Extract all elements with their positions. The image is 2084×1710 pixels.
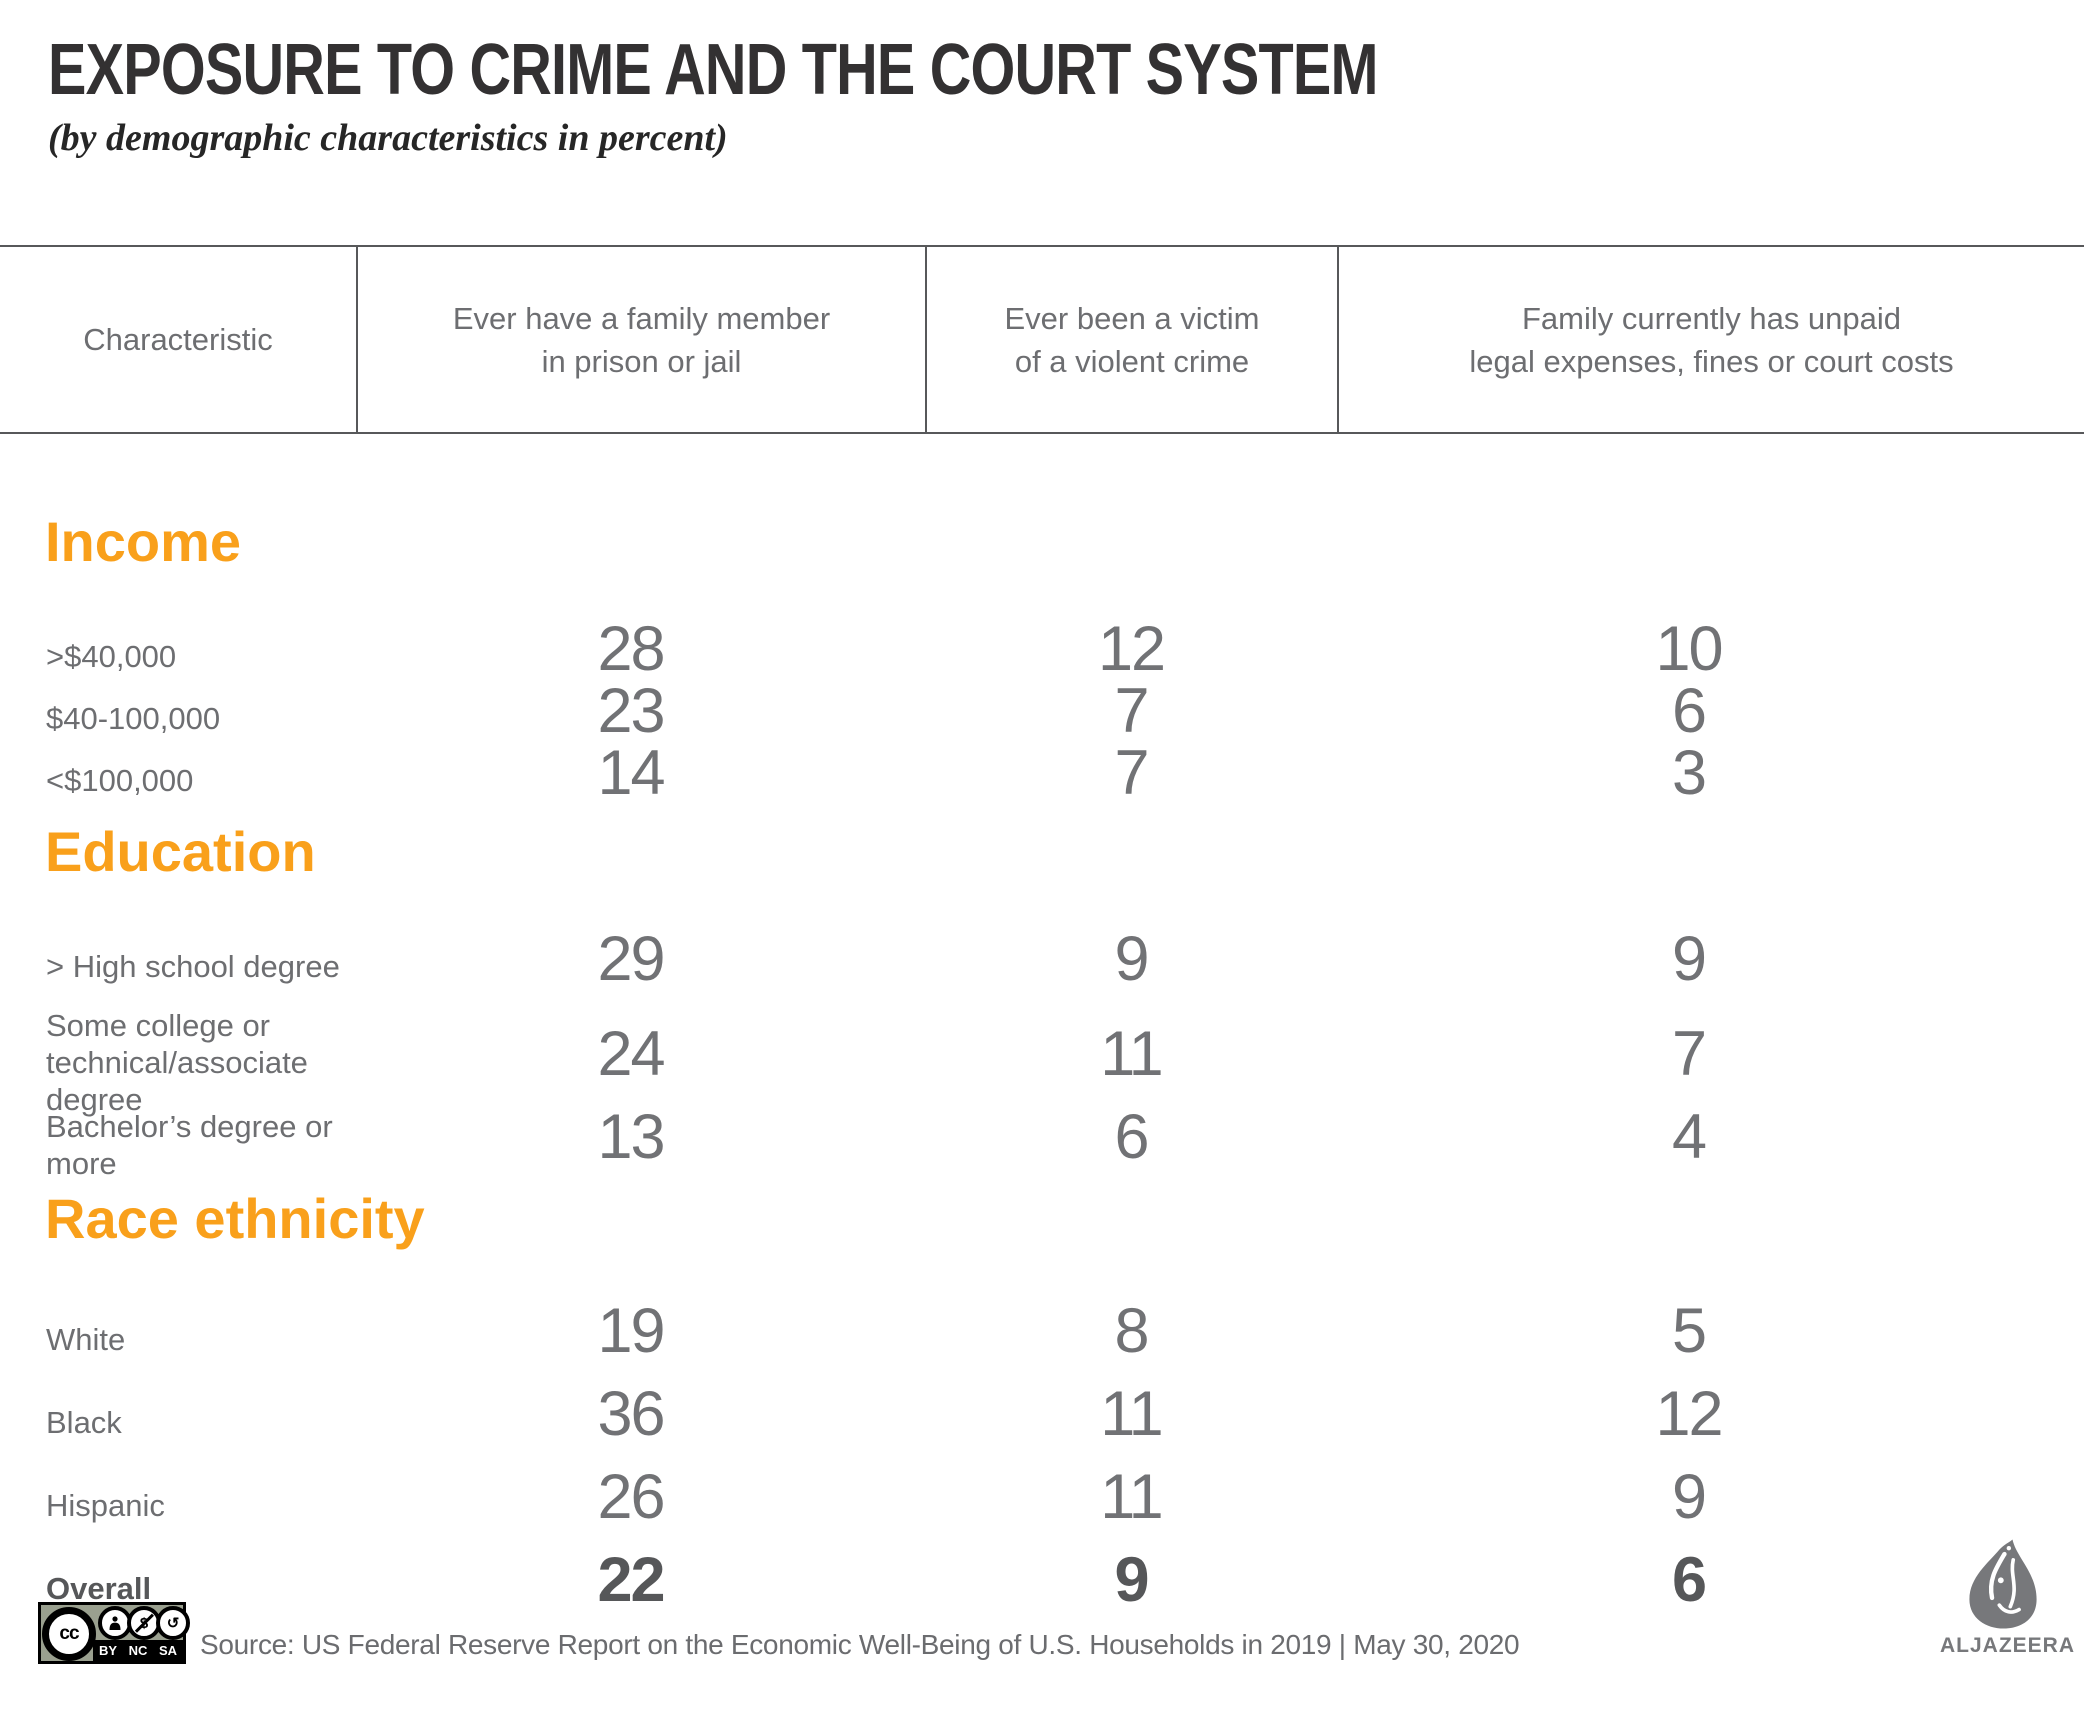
value-cell: 3 (1671, 737, 1707, 808)
cc-labels-bar: BY NC SA (93, 1640, 183, 1661)
table-row: Some college or technical/associate degr… (0, 1007, 2084, 1117)
aljazeera-wordmark: ALJAZEERA (1940, 1634, 2076, 1657)
row-label: >$40,000 (46, 639, 177, 675)
value-cell: 22 (597, 1545, 665, 1616)
row-label: Hispanic (46, 1487, 165, 1523)
table-row: Bachelor’s degree or more 13 6 4 (0, 1101, 2084, 1185)
page-subtitle: (by demographic characteristics in perce… (48, 117, 728, 159)
share-alike-arrow-icon: ↺ (166, 1615, 180, 1632)
value-cell: 6 (1114, 1101, 1149, 1172)
source-attribution: Source: US Federal Reserve Report on the… (200, 1629, 1520, 1660)
row-label: Some college or technical/associate degr… (0, 1007, 356, 1118)
table-row: >$40,000 28 12 10 (0, 614, 2084, 684)
row-label-line: Some college or (46, 1007, 271, 1043)
row-label: Black (46, 1404, 122, 1440)
value-cell: 26 (597, 1462, 665, 1533)
value-cell: 28 (597, 613, 665, 684)
value-cell: 6 (1671, 1545, 1707, 1616)
table-row: Hispanic 26 11 9 (0, 1462, 2084, 1547)
value-cell: 10 (1655, 613, 1723, 684)
row-label: Bachelor’s degree or more (46, 1108, 333, 1181)
section-income: Income >$40,000 28 12 10 $40-100,000 23 … (0, 440, 2084, 807)
aljazeera-logo: ALJAZEERA (1940, 1538, 2076, 1658)
table-row: Black 36 11 12 (0, 1379, 2084, 1464)
cc-sa-icon: ↺ (156, 1606, 190, 1640)
column-header-line: Ever been a victim (1004, 300, 1260, 336)
value-cell: 29 (597, 923, 665, 994)
value-cell: 11 (1100, 1019, 1163, 1090)
row-label: $40-100,000 (46, 701, 221, 737)
value-cell: 9 (1114, 1545, 1149, 1616)
table-header-row: Characteristic Ever have a family member… (0, 245, 2084, 434)
value-cell: 4 (1671, 1101, 1707, 1172)
table-row: White 19 8 5 (0, 1296, 2084, 1381)
column-header-characteristic: Characteristic (0, 247, 356, 432)
value-cell: 5 (1671, 1296, 1707, 1367)
value-cell: 12 (1655, 1379, 1723, 1450)
column-header-victim-violent-crime: Ever been a victim of a violent crime (925, 247, 1337, 432)
aljazeera-flame-icon (1969, 1539, 2037, 1629)
table-row: > High school degree 29 9 9 (0, 924, 2084, 994)
value-cell: 19 (597, 1296, 665, 1367)
column-header-line: legal expenses, fines or court costs (1469, 343, 1954, 379)
value-cell: 24 (597, 1019, 665, 1090)
value-cell: 7 (1114, 737, 1149, 808)
creative-commons-badge: cc $ ↺ BY NC SA (38, 1602, 190, 1664)
section-race-ethnicity: Race ethnicity White 19 8 5 Black 36 11 … (0, 1105, 2084, 1630)
cc-label-sa: SA (158, 1643, 178, 1658)
cc-icon: cc (42, 1607, 96, 1661)
row-label: > High school degree (46, 949, 340, 985)
value-cell: 23 (597, 675, 665, 746)
value-cell: 9 (1671, 923, 1707, 994)
table-row-overall: Overall 22 9 6 (0, 1545, 2084, 1630)
column-header-line: Characteristic (83, 322, 273, 357)
row-label-line: technical/associate degree (46, 1044, 308, 1117)
value-cell: 9 (1114, 923, 1149, 994)
value-cell: 36 (597, 1379, 665, 1450)
section-education: Education > High school degree 29 9 9 So… (0, 770, 2084, 1185)
cc-label-by: BY (98, 1643, 118, 1658)
column-header-line: Family currently has unpaid (1521, 300, 1902, 336)
value-cell: 14 (597, 737, 665, 808)
section-heading-race-ethnicity: Race ethnicity (45, 1187, 425, 1251)
table-row: <$100,000 14 7 3 (0, 738, 2084, 808)
value-cell: 11 (1100, 1462, 1163, 1533)
value-cell: 13 (597, 1101, 665, 1172)
value-cell: 9 (1671, 1462, 1707, 1533)
column-header-unpaid-legal-expenses: Family currently has unpaid legal expens… (1337, 247, 2084, 432)
value-cell: 7 (1671, 1019, 1707, 1090)
value-cell: 7 (1114, 675, 1149, 746)
cc-label-nc: NC (128, 1643, 148, 1658)
column-header-family-member-prison: Ever have a family member in prison or j… (356, 247, 925, 432)
value-cell: 11 (1100, 1379, 1163, 1450)
row-label: Overall (46, 1570, 152, 1606)
value-cell: 6 (1671, 675, 1707, 746)
row-label: White (46, 1321, 126, 1357)
table-row: $40-100,000 23 7 6 (0, 676, 2084, 746)
person-icon (109, 1616, 121, 1630)
value-cell: 12 (1097, 613, 1166, 684)
column-header-line: in prison or jail (541, 343, 742, 379)
column-header-line: of a violent crime (1014, 343, 1250, 379)
row-label: <$100,000 (46, 763, 194, 799)
page-title: EXPOSURE TO CRIME AND THE COURT SYSTEM (48, 30, 1379, 110)
column-header-line: Ever have a family member (452, 300, 831, 336)
value-cell: 8 (1114, 1296, 1149, 1367)
section-heading-education: Education (45, 820, 316, 884)
section-heading-income: Income (45, 510, 242, 574)
